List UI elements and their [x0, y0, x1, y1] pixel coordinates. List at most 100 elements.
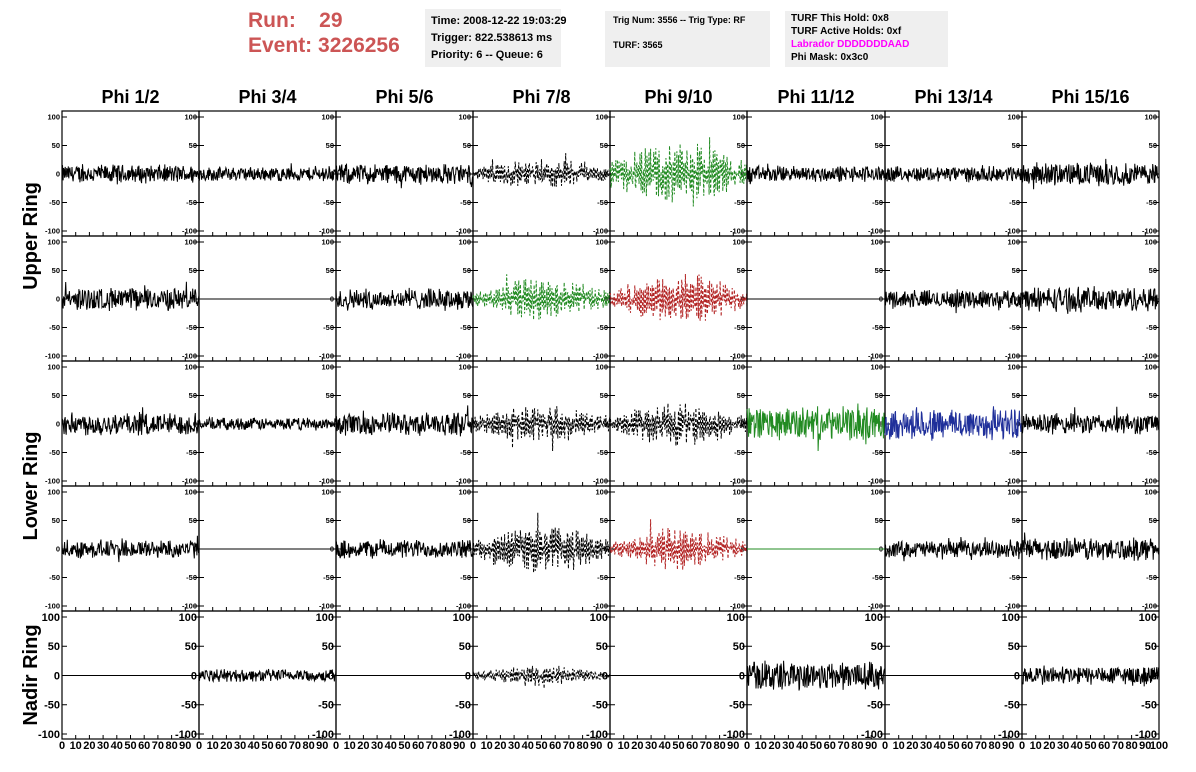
- x-tick-label: 90: [590, 740, 602, 752]
- x-tick-label: 100: [1150, 740, 1168, 752]
- y-tick-label: -50: [49, 198, 60, 207]
- y-tick-label: -50: [460, 573, 471, 582]
- y-tick-label: -50: [729, 700, 745, 712]
- waveform-trace: [472, 406, 611, 452]
- x-tick-label: 50: [535, 740, 547, 752]
- y-tick-label: 100: [870, 488, 883, 497]
- y-tick-label: -100: [1005, 227, 1020, 236]
- x-tick-label: 90: [865, 740, 877, 752]
- y-tick-label: 100: [458, 363, 471, 372]
- column-header: Phi 7/8: [512, 87, 570, 107]
- waveform-trace: [746, 163, 886, 185]
- y-tick-label: -50: [49, 448, 60, 457]
- y-tick-label: 100: [870, 113, 883, 122]
- y-tick-label: 100: [184, 238, 197, 247]
- y-tick-label: -100: [45, 352, 60, 361]
- y-tick-label: -100: [868, 477, 883, 486]
- x-tick-label: 90: [179, 740, 191, 752]
- y-tick-label: -100: [319, 352, 334, 361]
- y-tick-label: -50: [49, 573, 60, 582]
- y-tick-label: 50: [737, 266, 745, 275]
- y-tick-label: 50: [189, 141, 197, 150]
- x-tick-label: 0: [470, 740, 476, 752]
- y-tick-label: 0: [467, 295, 471, 304]
- y-tick-label: 0: [879, 420, 883, 429]
- y-tick-label: 50: [463, 391, 471, 400]
- y-tick-label: -100: [723, 729, 745, 741]
- y-tick-label: -50: [597, 198, 608, 207]
- y-tick-label: 100: [47, 238, 60, 247]
- x-tick-label: 40: [248, 740, 260, 752]
- y-tick-label: 50: [737, 141, 745, 150]
- y-tick-label: 100: [47, 363, 60, 372]
- y-tick-label: 50: [52, 391, 60, 400]
- x-tick-label: 20: [83, 740, 95, 752]
- y-tick-label: -50: [44, 700, 60, 712]
- y-tick-label: 0: [465, 670, 471, 682]
- y-tick-label: 100: [47, 488, 60, 497]
- y-tick-label: -50: [460, 198, 471, 207]
- x-tick-label: 40: [659, 740, 671, 752]
- x-tick-label: 20: [906, 740, 918, 752]
- y-tick-label: 100: [458, 238, 471, 247]
- waveform-trace: [472, 512, 611, 573]
- x-tick-label: 60: [138, 740, 150, 752]
- waveform-trace: [472, 274, 611, 320]
- x-tick-label: 80: [576, 740, 588, 752]
- y-tick-label: -100: [319, 602, 334, 611]
- y-tick-label: -100: [998, 729, 1020, 741]
- x-tick-label: 20: [357, 740, 369, 752]
- ring-label: Lower Ring: [20, 432, 42, 541]
- waveform-trace: [335, 539, 474, 559]
- x-tick-label: 70: [563, 740, 575, 752]
- x-tick-label: 30: [645, 740, 657, 752]
- y-tick-label: -50: [455, 700, 471, 712]
- y-tick-label: -100: [1142, 602, 1157, 611]
- y-tick-label: -100: [182, 227, 197, 236]
- column-header: Phi 1/2: [101, 87, 159, 107]
- column-header: Phi 5/6: [375, 87, 433, 107]
- y-tick-label: -50: [1009, 198, 1020, 207]
- trigger-info-panel: Trig Num: 3556 -- Trig Type: RF TURF: 35…: [605, 11, 770, 67]
- y-tick-label: 0: [191, 670, 197, 682]
- y-tick-label: -100: [45, 602, 60, 611]
- y-tick-label: 50: [326, 141, 334, 150]
- y-tick-label: 50: [737, 391, 745, 400]
- y-tick-label: 0: [879, 170, 883, 179]
- run-row: Run: 29: [248, 8, 418, 33]
- y-tick-label: -50: [460, 448, 471, 457]
- y-tick-label: 100: [184, 363, 197, 372]
- x-tick-label: 90: [453, 740, 465, 752]
- x-tick-label: 20: [631, 740, 643, 752]
- y-tick-label: -50: [323, 448, 334, 457]
- y-tick-label: 50: [875, 516, 883, 525]
- y-tick-label: 100: [870, 238, 883, 247]
- x-tick-label: 80: [165, 740, 177, 752]
- x-tick-label: 40: [385, 740, 397, 752]
- x-tick-label: 0: [333, 740, 339, 752]
- y-tick-label: 100: [321, 238, 334, 247]
- y-tick-label: 50: [322, 641, 334, 653]
- y-tick-label: -50: [323, 573, 334, 582]
- waveform-trace: [198, 163, 337, 182]
- y-tick-label: 100: [1002, 612, 1020, 624]
- waveform-trace: [1021, 532, 1160, 561]
- ring-label: Nadir Ring: [20, 624, 42, 725]
- y-tick-label: -100: [730, 477, 745, 486]
- waveform-trace: [609, 273, 748, 321]
- y-tick-label: 0: [1016, 295, 1020, 304]
- y-tick-label: 100: [184, 488, 197, 497]
- y-tick-label: 50: [52, 141, 60, 150]
- y-tick-label: 50: [1149, 141, 1157, 150]
- waveform-trace: [61, 535, 199, 563]
- x-tick-label: 80: [439, 740, 451, 752]
- x-tick-label: 70: [837, 740, 849, 752]
- y-tick-label: -50: [734, 198, 745, 207]
- x-tick-label: 90: [727, 740, 739, 752]
- y-tick-label: 100: [595, 488, 608, 497]
- waveform-trace: [198, 415, 337, 431]
- y-tick-label: -50: [1146, 323, 1157, 332]
- y-tick-label: 50: [1149, 516, 1157, 525]
- x-tick-label: 70: [700, 740, 712, 752]
- x-tick-label: 20: [768, 740, 780, 752]
